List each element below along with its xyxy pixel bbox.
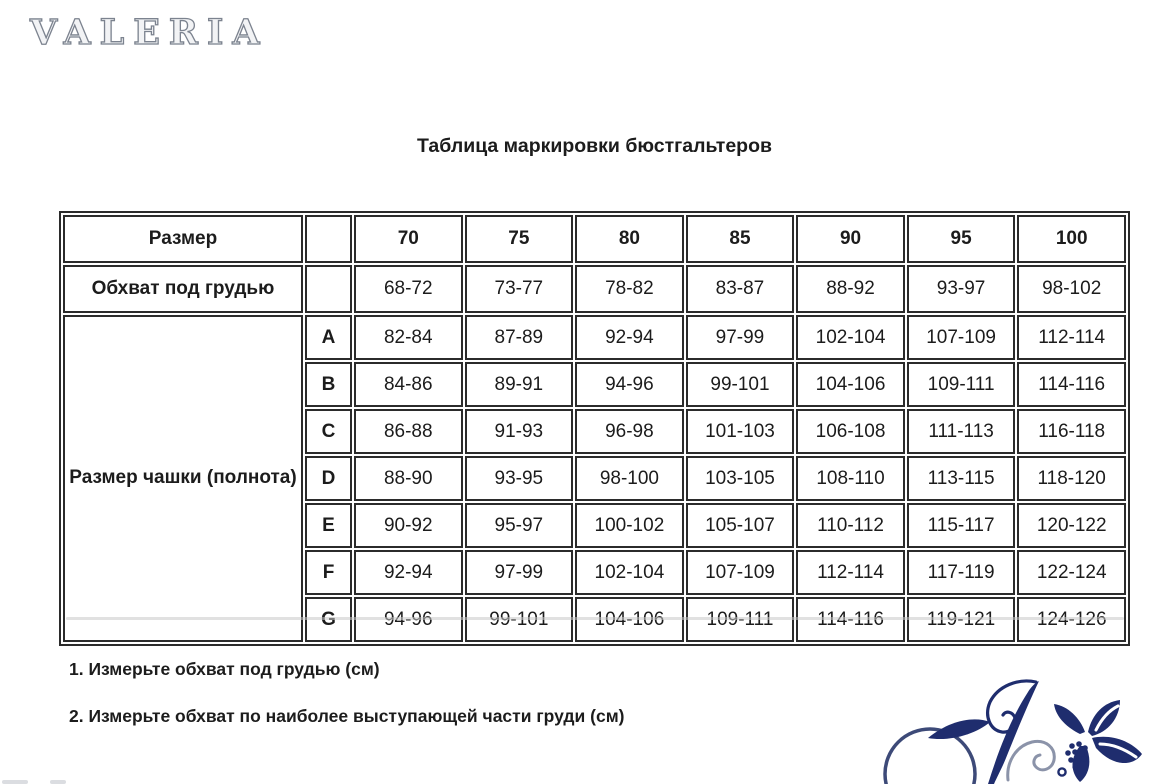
- value-cell: 113-115: [906, 456, 1016, 501]
- cup-letter-cell: C: [305, 409, 352, 454]
- value-cell: 122-124: [1017, 550, 1126, 595]
- cup-row-B: B 84-86 89-91 94-96 99-101 104-106 109-1…: [63, 362, 1126, 407]
- value-cell: 116-118: [1017, 409, 1126, 454]
- ornament-leaf: [928, 719, 990, 740]
- value-cell: 111-113: [906, 409, 1016, 454]
- value-cell: 117-119: [906, 550, 1016, 595]
- value-cell: 112-114: [1017, 315, 1126, 360]
- value-cell: 92-94: [575, 315, 684, 360]
- empty-cell: [305, 265, 352, 313]
- note-1: 1. Измерьте обхват под грудью (см): [69, 659, 380, 679]
- flower-vein: [1098, 742, 1138, 759]
- value-cell: 91-93: [464, 409, 574, 454]
- empty-corner-cell: [305, 215, 352, 263]
- value-cell: 86-88: [354, 409, 463, 454]
- size-col-header: 80: [575, 215, 684, 263]
- flower-vein: [1094, 704, 1120, 732]
- value-cell: 105-107: [685, 503, 795, 548]
- underbust-cell: 98-102: [1017, 265, 1126, 313]
- value-cell: 114-116: [1017, 362, 1126, 407]
- value-cell: 107-109: [906, 315, 1016, 360]
- floral-ornament: [883, 679, 1142, 784]
- value-cell: 115-117: [906, 503, 1016, 548]
- table-drop-shadow: [66, 617, 1124, 620]
- value-cell: 104-106: [796, 362, 905, 407]
- cup-letter-cell: B: [305, 362, 352, 407]
- ornament-stem: [988, 681, 1039, 784]
- value-cell: 97-99: [464, 550, 574, 595]
- underbust-cell: 83-87: [685, 265, 795, 313]
- cup-row-F: F 92-94 97-99 102-104 107-109 112-114 11…: [63, 550, 1126, 595]
- value-cell: 102-104: [796, 315, 905, 360]
- cutoff-text-remnant: [2, 780, 28, 784]
- cup-row-E: E 90-92 95-97 100-102 105-107 110-112 11…: [63, 503, 1126, 548]
- value-cell: 98-100: [575, 456, 684, 501]
- value-cell: 92-94: [354, 550, 463, 595]
- cup-row-D: D 88-90 93-95 98-100 103-105 108-110 113…: [63, 456, 1126, 501]
- value-cell: 102-104: [575, 550, 684, 595]
- size-row-label: Размер: [63, 215, 303, 263]
- value-cell: 110-112: [796, 503, 905, 548]
- flower-petal-down: [1072, 746, 1090, 782]
- berry-cluster: [1065, 741, 1088, 770]
- value-cell: 107-109: [685, 550, 795, 595]
- value-cell: 108-110: [796, 456, 905, 501]
- value-cell: 89-91: [464, 362, 574, 407]
- size-col-header: 95: [906, 215, 1016, 263]
- value-cell: 106-108: [796, 409, 905, 454]
- cup-letter-cell: F: [305, 550, 352, 595]
- size-col-header: 70: [354, 215, 463, 263]
- value-cell: 95-97: [464, 503, 574, 548]
- underbust-cell: 93-97: [906, 265, 1016, 313]
- cup-row-C: C 86-88 91-93 96-98 101-103 106-108 111-…: [63, 409, 1126, 454]
- ornament-spiral-navy: [986, 679, 1038, 734]
- flower-petal-right: [1092, 736, 1142, 764]
- value-cell: 112-114: [796, 550, 905, 595]
- value-cell: 82-84: [354, 315, 463, 360]
- page-title: Таблица маркировки бюстгальтеров: [416, 135, 772, 157]
- value-cell: 87-89: [464, 315, 574, 360]
- value-cell: 93-95: [464, 456, 574, 501]
- cup-letter-cell: A: [305, 315, 352, 360]
- size-col-header: 90: [796, 215, 905, 263]
- value-cell: 101-103: [685, 409, 795, 454]
- flower-petal-upleft: [1054, 704, 1085, 734]
- note-2: 2. Измерьте обхват по наиболее выступающ…: [69, 706, 625, 726]
- size-col-header: 75: [464, 215, 574, 263]
- value-cell: 94-96: [575, 362, 684, 407]
- ornament-circle: [883, 727, 977, 784]
- size-chart-table: Размер 70 75 80 85 90 95 100 Обхват под …: [59, 211, 1130, 646]
- value-cell: 90-92: [354, 503, 463, 548]
- value-cell: 109-111: [906, 362, 1016, 407]
- cutoff-text-remnant: [50, 780, 66, 784]
- value-cell: 100-102: [575, 503, 684, 548]
- value-cell: 88-90: [354, 456, 463, 501]
- value-cell: 118-120: [1017, 456, 1126, 501]
- value-cell: 99-101: [685, 362, 795, 407]
- cup-size-label: Размер чашки (полнота): [63, 315, 303, 642]
- size-header-row: Размер 70 75 80 85 90 95 100: [63, 215, 1126, 263]
- cup-row-A: Размер чашки (полнота) A 82-84 87-89 92-…: [63, 315, 1126, 642]
- underbust-cell: 78-82: [575, 265, 684, 313]
- underbust-cell: 88-92: [796, 265, 905, 313]
- underbust-row-label: Обхват под грудью: [63, 265, 303, 313]
- ornament-ring-dot: [1057, 767, 1067, 777]
- value-cell: 103-105: [685, 456, 795, 501]
- ornament-spiral-gray: [1006, 739, 1056, 782]
- underbust-cell: 68-72: [354, 265, 463, 313]
- cup-letter-cell: D: [305, 456, 352, 501]
- value-cell: 96-98: [575, 409, 684, 454]
- size-col-header: 85: [685, 215, 795, 263]
- value-cell: 97-99: [685, 315, 795, 360]
- value-cell: 120-122: [1017, 503, 1126, 548]
- underbust-row: Обхват под грудью 68-72 73-77 78-82 83-8…: [63, 265, 1126, 313]
- cup-letter-cell: E: [305, 503, 352, 548]
- underbust-cell: 73-77: [464, 265, 574, 313]
- brand-logo: VALERIA: [29, 11, 269, 53]
- value-cell: 84-86: [354, 362, 463, 407]
- size-col-header: 100: [1017, 215, 1126, 263]
